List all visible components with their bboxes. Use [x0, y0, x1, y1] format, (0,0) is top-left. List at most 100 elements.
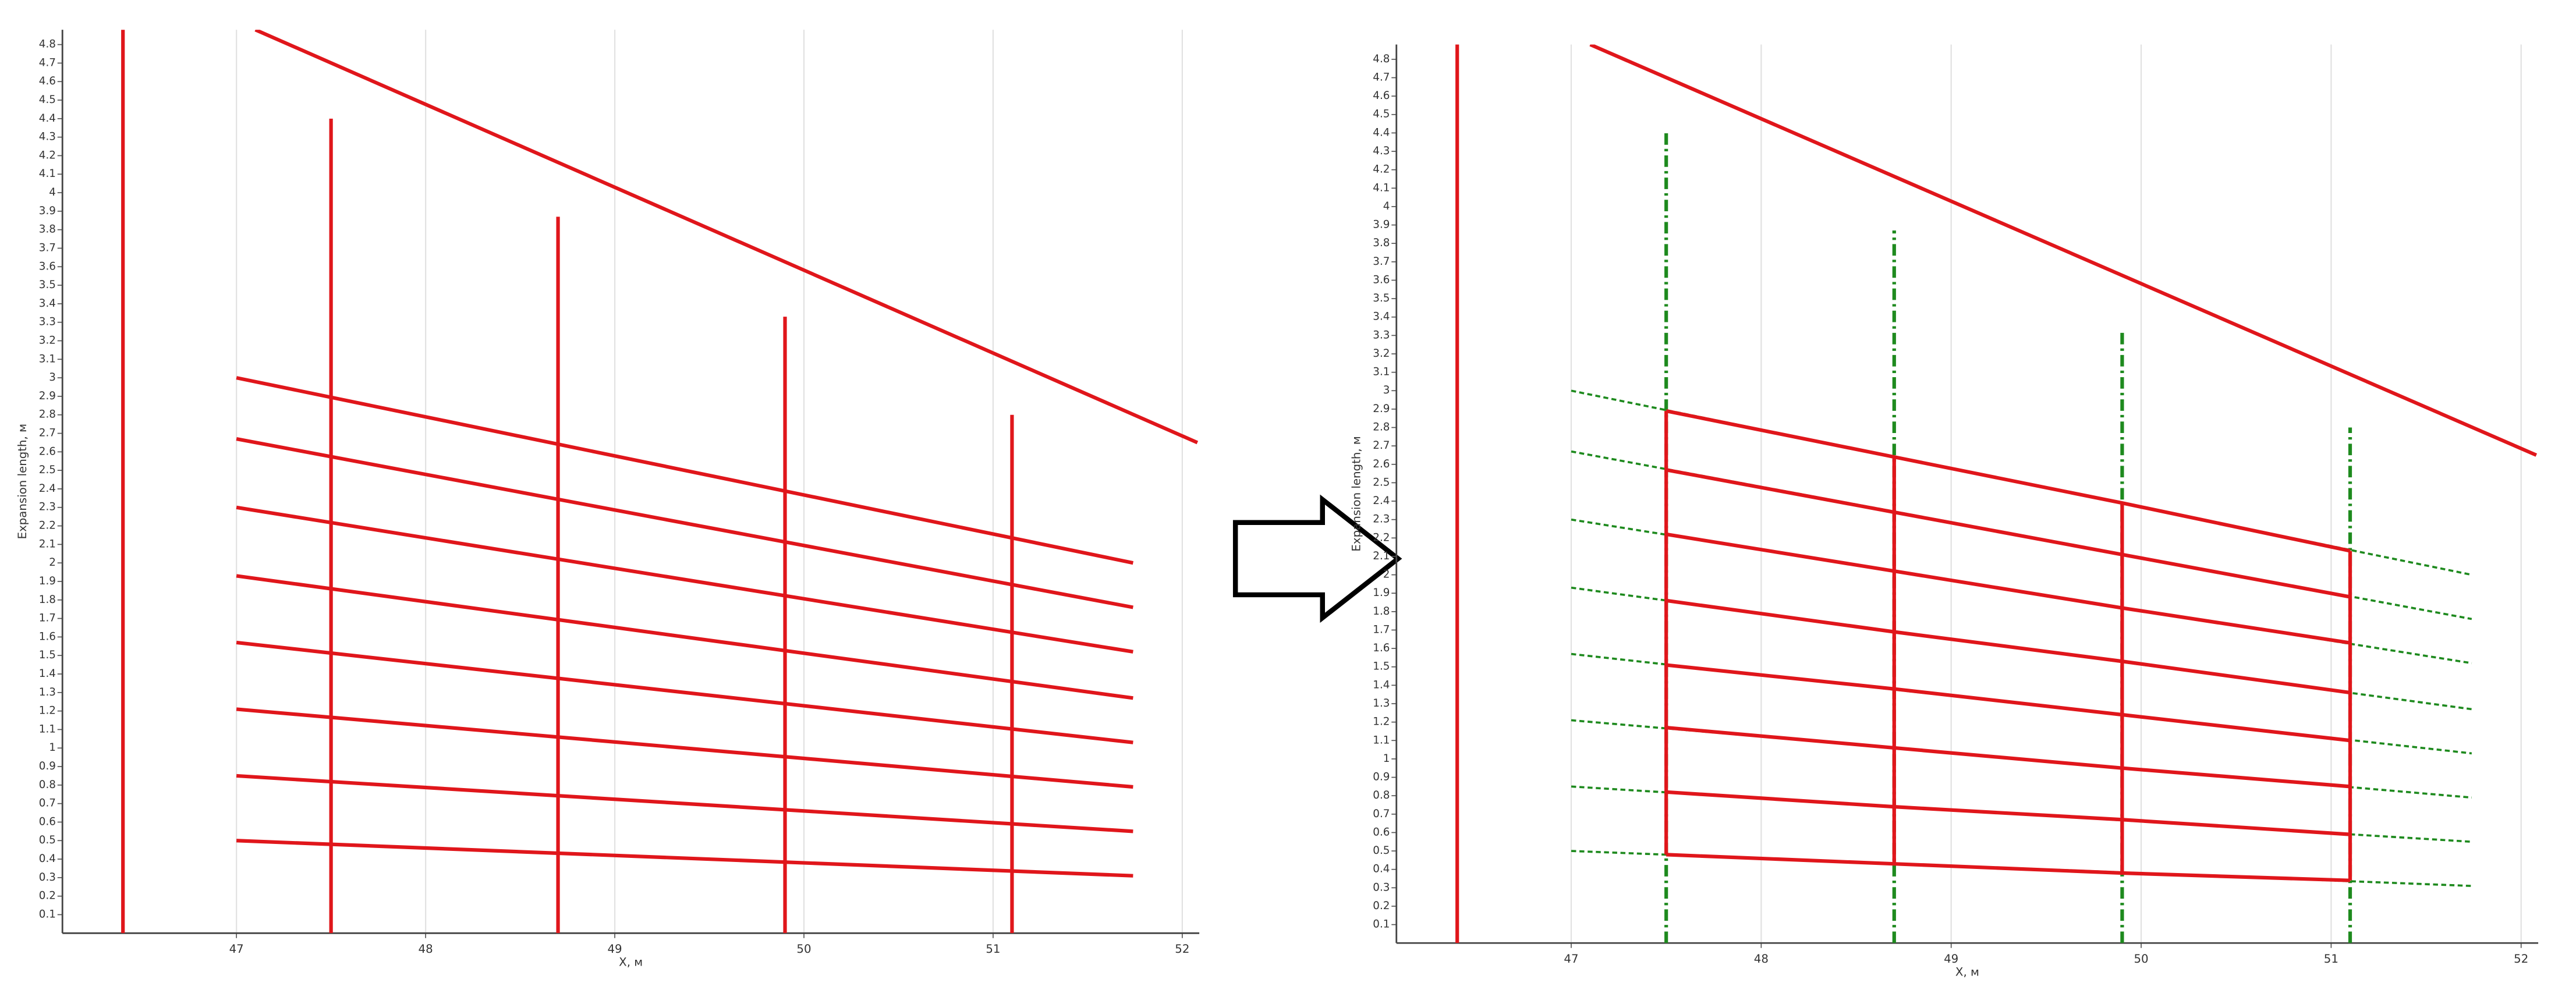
data-line [1666, 853, 2351, 882]
y-tick-label: 0.5 [39, 834, 56, 846]
y-tick-label: 4.2 [1373, 164, 1390, 176]
y-tick-label: 3.1 [39, 353, 56, 365]
y-tick-label: 3.4 [1373, 311, 1390, 323]
y-tick-label: 3.2 [1373, 347, 1390, 360]
y-tick-label: 1.5 [39, 649, 56, 661]
y-tick-label: 4.3 [39, 131, 56, 143]
x-tick-label: 52 [2514, 952, 2528, 966]
x-axis-label: X, м [1955, 966, 1979, 979]
data-line [1666, 726, 2351, 789]
y-tick-label: 4.6 [39, 75, 56, 87]
y-tick-label: 1.7 [1373, 623, 1390, 636]
y-tick-label: 4 [1383, 200, 1390, 212]
y-tick-label: 3.3 [39, 316, 56, 328]
x-tick-label: 51 [2324, 952, 2338, 966]
y-tick-label: 2.3 [39, 501, 56, 513]
y-tick-label: 3.7 [39, 242, 56, 254]
y-tick-label: 4.1 [39, 168, 56, 180]
data-line [254, 30, 1199, 445]
x-tick-label: 48 [419, 942, 433, 956]
y-tick-label: 0.9 [39, 760, 56, 772]
y-tick-label: 3.1 [1373, 366, 1390, 378]
y-tick-label: 2.8 [39, 409, 56, 421]
y-tick-label: 1.8 [1373, 605, 1390, 618]
data-line [236, 774, 1133, 833]
y-tick-label: 4.4 [39, 112, 56, 125]
y-tick-label: 0.4 [39, 853, 56, 865]
y-tick-label: 3.7 [1373, 256, 1390, 268]
y-tick-label: 1 [49, 742, 56, 754]
y-tick-label: 1.9 [39, 575, 56, 587]
y-tick-label: 3.6 [39, 260, 56, 272]
y-tick-label: 3 [1383, 384, 1390, 396]
y-tick-label: 1.2 [39, 705, 56, 717]
y-tick-label: 0.5 [1373, 845, 1390, 857]
y-tick-label: 0.2 [1373, 900, 1390, 912]
y-tick-label: 3.2 [39, 334, 56, 346]
y-tick-label: 4.4 [1373, 126, 1390, 139]
y-tick-label: 4.3 [1373, 145, 1390, 157]
y-tick-label: 2.5 [1373, 476, 1390, 488]
y-tick-label: 1.2 [1373, 716, 1390, 728]
data-line [1666, 598, 2351, 695]
data-line [1589, 44, 2538, 457]
y-tick-label: 4.8 [39, 38, 56, 51]
y-tick-label: 0.6 [39, 815, 56, 828]
x-tick-label: 51 [986, 942, 1000, 956]
y-tick-label: 1.1 [39, 723, 56, 735]
y-tick-label: 1 [1383, 753, 1390, 765]
y-tick-label: 2.5 [39, 464, 56, 476]
y-tick-label: 2.7 [1373, 439, 1390, 452]
y-tick-label: 3.8 [1373, 237, 1390, 249]
x-tick-label: 52 [1175, 942, 1189, 956]
y-tick-label: 1.5 [1373, 661, 1390, 673]
data-line [1666, 532, 2351, 645]
data-line [1666, 468, 2351, 599]
y-tick-label: 4.5 [39, 94, 56, 106]
x-tick-label: 49 [1944, 952, 1958, 966]
y-axis-label: Expansion length, м [16, 424, 29, 539]
y-tick-label: 2.2 [39, 520, 56, 532]
data-line [1666, 663, 2351, 743]
data-line [236, 437, 1133, 609]
y-tick-label: 0.1 [39, 908, 56, 920]
y-tick-label: 3.4 [39, 297, 56, 310]
y-tick-label: 0.6 [1373, 826, 1390, 838]
y-tick-label: 1.6 [39, 630, 56, 643]
y-tick-label: 3.9 [1373, 219, 1390, 231]
plot-area [1455, 44, 2538, 943]
y-tick-label: 0.9 [1373, 771, 1390, 783]
y-tick-label: 3.5 [1373, 292, 1390, 304]
y-tick-label: 1.3 [1373, 697, 1390, 709]
data-line [236, 640, 1133, 744]
y-tick-label: 1.4 [1373, 679, 1390, 691]
y-tick-label: 3.5 [39, 279, 56, 291]
data-line [236, 574, 1133, 700]
y-tick-label: 2.7 [39, 427, 56, 439]
y-tick-label: 0.8 [1373, 789, 1390, 801]
y-tick-label: 1.7 [39, 612, 56, 625]
x-tick-label: 47 [229, 942, 244, 956]
y-tick-label: 4.8 [1373, 53, 1390, 65]
y-tick-label: 0.2 [39, 890, 56, 902]
y-tick-label: 2.4 [39, 483, 56, 495]
data-line [1666, 790, 2351, 836]
y-tick-label: 2.8 [1373, 421, 1390, 434]
y-tick-label: 2.2 [1373, 531, 1390, 544]
y-tick-label: 1.9 [1373, 587, 1390, 599]
data-line [236, 707, 1133, 789]
y-tick-label: 1.8 [39, 594, 56, 606]
y-tick-label: 2.6 [39, 445, 56, 457]
y-tick-label: 1.4 [39, 668, 56, 680]
chart: 47 48 49 50 51 52 0.1 0.2 0.3 0.4 0.5 0.6 0.7 0.8 0.9 1… [16, 30, 1200, 969]
y-tick-label: 4.2 [39, 149, 56, 161]
y-tick-label: 3.8 [39, 223, 56, 236]
y-tick-label: 2.4 [1373, 495, 1390, 507]
y-axis-label: Expansion length, м [1350, 436, 1363, 551]
y-tick-label: 3.3 [1373, 329, 1390, 341]
y-tick-label: 3 [49, 371, 56, 384]
x-tick-label: 49 [607, 942, 622, 956]
y-tick-label: 3.6 [1373, 274, 1390, 286]
